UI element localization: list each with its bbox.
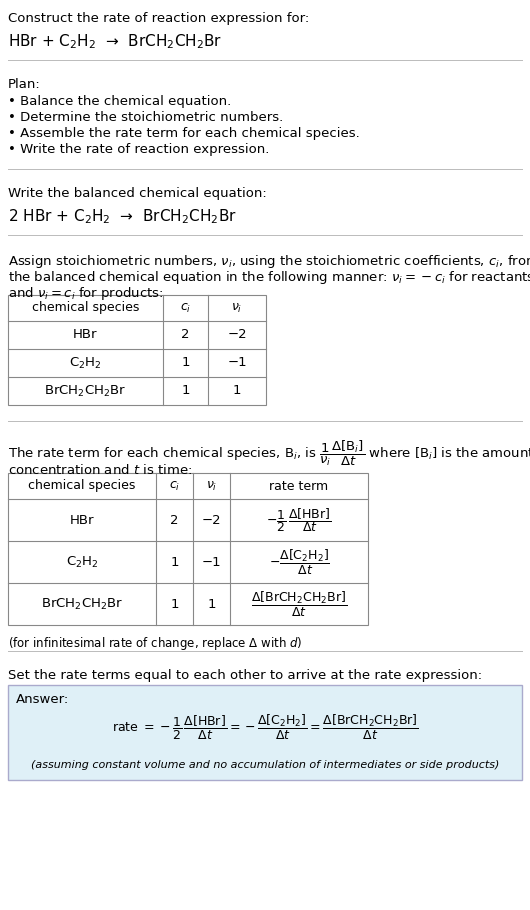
Bar: [8, 473, 368, 625]
Text: rate term: rate term: [269, 480, 329, 492]
Text: Plan:: Plan:: [8, 78, 41, 91]
Text: 2: 2: [170, 513, 179, 527]
Text: HBr: HBr: [73, 329, 98, 341]
Text: chemical species: chemical species: [32, 301, 139, 315]
Text: 2 HBr + C$_2$H$_2$  →  BrCH$_2$CH$_2$Br: 2 HBr + C$_2$H$_2$ → BrCH$_2$CH$_2$Br: [8, 207, 237, 226]
Text: −1: −1: [202, 555, 222, 569]
Text: −2: −2: [227, 329, 247, 341]
Text: 1: 1: [170, 555, 179, 569]
Text: $c_i$: $c_i$: [169, 480, 180, 492]
Text: 1: 1: [181, 385, 190, 398]
Text: concentration and $t$ is time:: concentration and $t$ is time:: [8, 463, 192, 477]
Text: Answer:: Answer:: [16, 693, 69, 706]
Text: $\dfrac{\Delta[\mathrm{BrCH_2CH_2Br}]}{\Delta t}$: $\dfrac{\Delta[\mathrm{BrCH_2CH_2Br}]}{\…: [251, 590, 347, 619]
Text: −1: −1: [227, 357, 247, 369]
Text: Write the balanced chemical equation:: Write the balanced chemical equation:: [8, 187, 267, 200]
Text: (assuming constant volume and no accumulation of intermediates or side products): (assuming constant volume and no accumul…: [31, 760, 499, 770]
Text: $\nu_i$: $\nu_i$: [206, 480, 217, 492]
Text: • Write the rate of reaction expression.: • Write the rate of reaction expression.: [8, 143, 269, 156]
Text: 2: 2: [181, 329, 190, 341]
Text: rate $= -\dfrac{1}{2}\,\dfrac{\Delta[\mathrm{HBr}]}{\Delta t} = -\dfrac{\Delta[\: rate $= -\dfrac{1}{2}\,\dfrac{\Delta[\ma…: [112, 713, 418, 742]
Text: and $\nu_i = c_i$ for products:: and $\nu_i = c_i$ for products:: [8, 285, 164, 302]
Text: 1: 1: [181, 357, 190, 369]
Text: (for infinitesimal rate of change, replace Δ with $d$): (for infinitesimal rate of change, repla…: [8, 635, 303, 652]
Text: 1: 1: [207, 598, 216, 611]
Text: the balanced chemical equation in the following manner: $\nu_i = -c_i$ for react: the balanced chemical equation in the fo…: [8, 269, 530, 286]
Text: C$_2$H$_2$: C$_2$H$_2$: [69, 356, 102, 370]
Text: $-\dfrac{1}{2}\,\dfrac{\Delta[\mathrm{HBr}]}{\Delta t}$: $-\dfrac{1}{2}\,\dfrac{\Delta[\mathrm{HB…: [266, 506, 332, 534]
Text: Construct the rate of reaction expression for:: Construct the rate of reaction expressio…: [8, 12, 309, 25]
Text: The rate term for each chemical species, B$_i$, is $\dfrac{1}{\nu_i}\dfrac{\Delt: The rate term for each chemical species,…: [8, 439, 530, 469]
Text: −2: −2: [202, 513, 222, 527]
Text: $-\dfrac{\Delta[\mathrm{C_2H_2}]}{\Delta t}$: $-\dfrac{\Delta[\mathrm{C_2H_2}]}{\Delta…: [269, 548, 330, 577]
Text: • Determine the stoichiometric numbers.: • Determine the stoichiometric numbers.: [8, 111, 283, 124]
Text: HBr: HBr: [70, 513, 94, 527]
Text: $\nu_i$: $\nu_i$: [231, 301, 243, 315]
Text: 1: 1: [233, 385, 241, 398]
Text: • Assemble the rate term for each chemical species.: • Assemble the rate term for each chemic…: [8, 127, 360, 140]
Text: Set the rate terms equal to each other to arrive at the rate expression:: Set the rate terms equal to each other t…: [8, 669, 482, 682]
Text: chemical species: chemical species: [28, 480, 136, 492]
Text: HBr + C$_2$H$_2$  →  BrCH$_2$CH$_2$Br: HBr + C$_2$H$_2$ → BrCH$_2$CH$_2$Br: [8, 32, 222, 51]
Text: BrCH$_2$CH$_2$Br: BrCH$_2$CH$_2$Br: [45, 383, 127, 399]
Text: $c_i$: $c_i$: [180, 301, 191, 315]
Bar: [8, 295, 266, 405]
Text: C$_2$H$_2$: C$_2$H$_2$: [66, 554, 98, 570]
Text: BrCH$_2$CH$_2$Br: BrCH$_2$CH$_2$Br: [41, 596, 123, 612]
Text: 1: 1: [170, 598, 179, 611]
Text: • Balance the chemical equation.: • Balance the chemical equation.: [8, 95, 231, 108]
Bar: [8, 685, 522, 780]
Text: Assign stoichiometric numbers, $\nu_i$, using the stoichiometric coefficients, $: Assign stoichiometric numbers, $\nu_i$, …: [8, 253, 530, 270]
